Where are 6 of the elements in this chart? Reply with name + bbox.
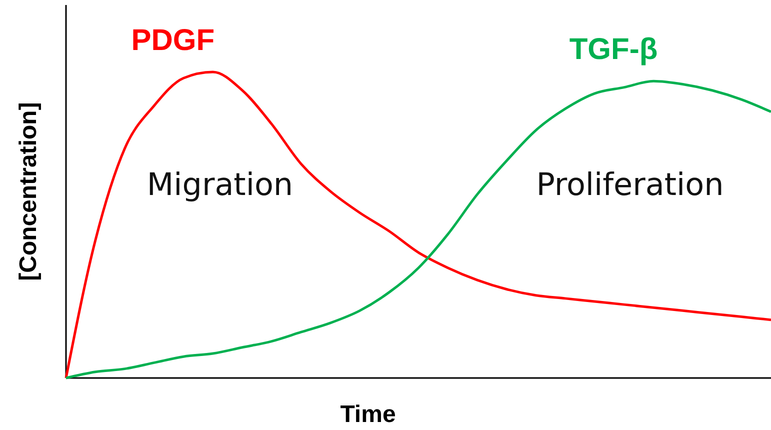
series-label: TGF-β (569, 33, 658, 66)
annotation: Migration (146, 167, 294, 203)
annotation: Proliferation (536, 167, 724, 203)
series-label: PDGF (131, 24, 215, 57)
x-axis-title: Time (340, 401, 396, 428)
y-axis-title: [Concentration] (15, 102, 42, 281)
